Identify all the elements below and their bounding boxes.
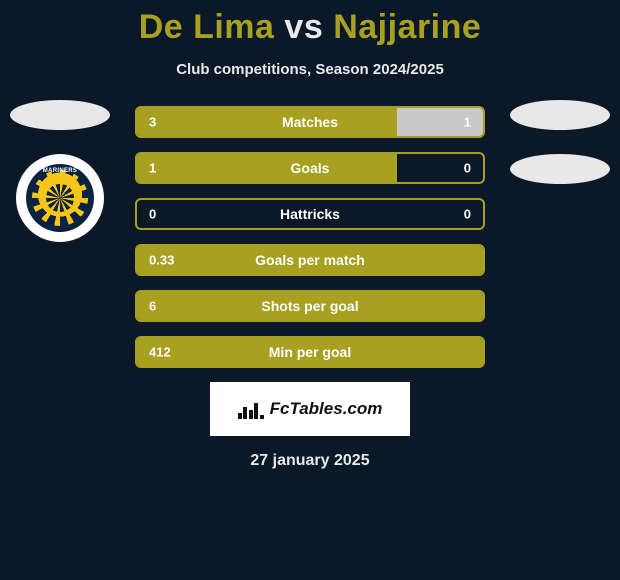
comparison-title: De Lima vs Najjarine	[0, 0, 620, 47]
player1-placeholder-oval	[10, 100, 110, 130]
player1-name: De Lima	[139, 8, 275, 46]
stat-row: 0 0Hattricks	[135, 198, 485, 230]
player1-column: MARINERS	[10, 106, 110, 242]
branding-banner: FcTables.com	[210, 382, 410, 436]
player2-column	[510, 106, 610, 184]
comparison-content: MARINERS 31Matches10Goals00Hattricks0.33…	[0, 106, 620, 368]
stats-bars: 31Matches10Goals00Hattricks0.33Goals per…	[135, 106, 485, 368]
stat-fill-player1	[137, 154, 397, 182]
stat-fill-player2	[397, 108, 484, 136]
fctables-chart-icon	[238, 399, 264, 419]
player2-placeholder-oval-2	[510, 154, 610, 184]
stat-value-player1: 0	[149, 207, 156, 222]
stat-row: 6Shots per goal	[135, 290, 485, 322]
branding-text: FcTables.com	[270, 399, 383, 419]
stat-fill-player1	[137, 108, 397, 136]
stat-value-player2: 0	[464, 161, 471, 176]
stat-fill-player1	[137, 338, 483, 366]
stat-label: Hattricks	[137, 206, 483, 222]
player2-name: Najjarine	[333, 8, 481, 46]
player1-club-badge: MARINERS	[16, 154, 104, 242]
stat-row: 412Min per goal	[135, 336, 485, 368]
badge-team-text: MARINERS	[26, 168, 94, 174]
mariners-badge-icon: MARINERS	[26, 164, 94, 232]
snapshot-date: 27 january 2025	[0, 452, 620, 470]
stat-row: 10Goals	[135, 152, 485, 184]
stat-value-player2: 0	[464, 207, 471, 222]
stat-fill-player1	[137, 292, 483, 320]
season-subtitle: Club competitions, Season 2024/2025	[0, 61, 620, 78]
stat-row: 31Matches	[135, 106, 485, 138]
stat-row: 0.33Goals per match	[135, 244, 485, 276]
stat-fill-player1	[137, 246, 483, 274]
title-vs: vs	[284, 8, 323, 46]
player2-placeholder-oval-1	[510, 100, 610, 130]
